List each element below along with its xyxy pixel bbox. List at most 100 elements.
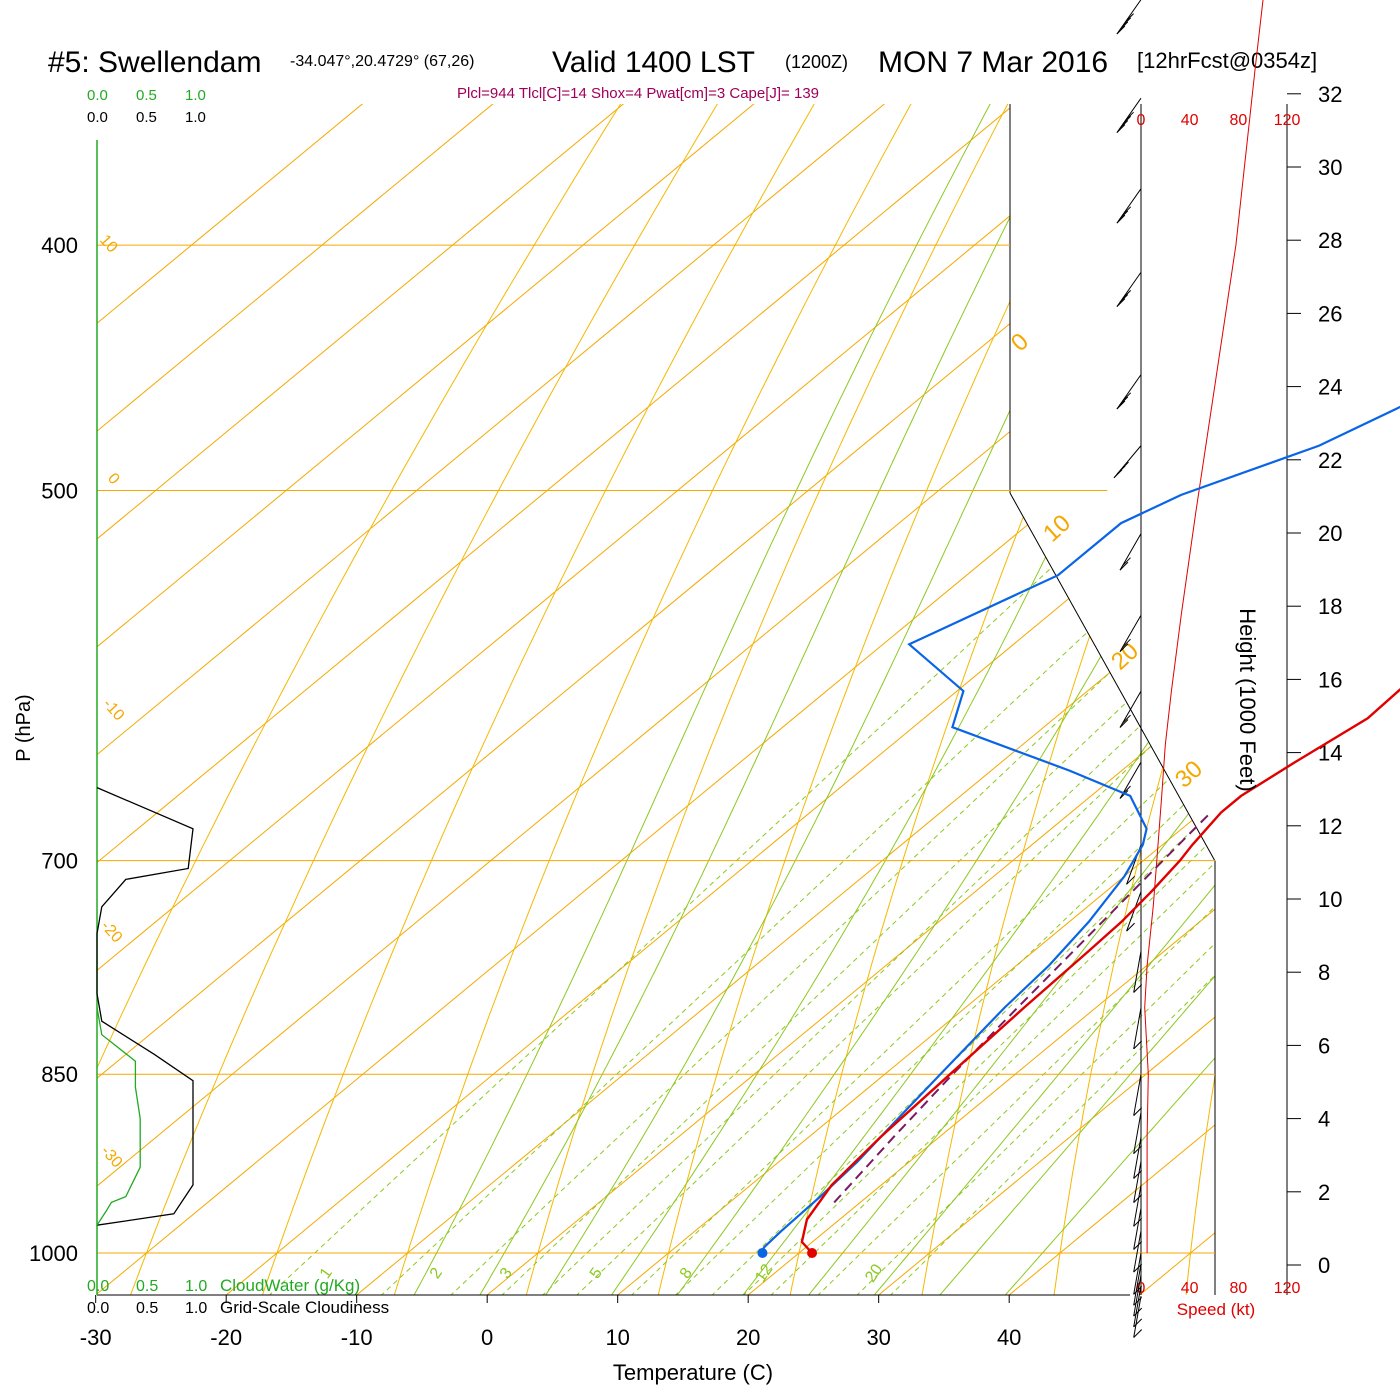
dry-adiabat-line xyxy=(655,104,1215,1295)
moist-adiabat-line xyxy=(407,104,1215,1295)
isotherm-line xyxy=(342,104,1215,1295)
moist-adiabat-line xyxy=(603,104,1215,1295)
isotherm-label-left: -20 xyxy=(97,918,125,947)
cloudiness-scale-bottom: 1.0 xyxy=(185,1300,207,1317)
mixing-ratio-line xyxy=(769,244,1215,1295)
isotherm-line xyxy=(97,104,1215,1295)
mixing-ratio-label: 5 xyxy=(587,1265,606,1282)
wind-barb-feather xyxy=(1122,557,1131,567)
wind-barb-feather xyxy=(1116,400,1126,410)
height-tick-label: 16 xyxy=(1318,667,1342,692)
surface-temperature-point xyxy=(807,1248,818,1258)
moist-adiabat-line xyxy=(798,104,1215,1295)
y2-axis-title: Height (1000 Feet) xyxy=(1235,608,1260,791)
height-tick-label: 32 xyxy=(1318,82,1342,107)
mixing-ratio-line xyxy=(630,244,1215,1295)
speed-tick-bottom: 120 xyxy=(1274,1280,1301,1297)
pressure-axis: 2503004005007008501000 xyxy=(29,233,78,1266)
wind-barb-feather xyxy=(1119,120,1129,129)
wind-barb xyxy=(1133,1184,1142,1227)
height-tick-label: 10 xyxy=(1318,887,1342,912)
wind-barb-feather xyxy=(1125,111,1134,121)
height-tick-label: 8 xyxy=(1318,960,1330,985)
temperature-tick-label: 0 xyxy=(481,1325,493,1350)
wind-barb-feather xyxy=(1116,124,1126,133)
cloudwater-scale-top: 1.0 xyxy=(185,87,206,104)
isotherm-line xyxy=(1125,104,1215,1295)
wind-speed-profile xyxy=(1144,0,1264,1253)
mixing-ratio-line xyxy=(380,244,1215,1295)
wind-barb-feather xyxy=(1122,206,1132,216)
isotherm-line xyxy=(603,104,1215,1295)
wind-barb xyxy=(1133,1112,1142,1154)
dry-adiabat-line xyxy=(97,104,897,1295)
wind-barb-feather xyxy=(1116,298,1126,307)
isotherm-line xyxy=(994,104,1215,1295)
wind-barb-feather xyxy=(1119,294,1129,303)
wind-barb xyxy=(1133,1208,1142,1250)
pressure-tick-label: 850 xyxy=(41,1062,78,1087)
isotherm-label-left: -10 xyxy=(99,696,127,725)
wind-barb-feather xyxy=(1133,1318,1143,1328)
mixing-ratio-line xyxy=(500,244,1215,1295)
thermo-background xyxy=(97,104,1215,1295)
pressure-tick-label: 1000 xyxy=(29,1241,78,1266)
cloudwater-profile xyxy=(96,1007,141,1226)
speed-tick-top: 40 xyxy=(1181,112,1199,129)
isotherm-line xyxy=(97,104,1215,1295)
wind-barb-feather xyxy=(1133,1145,1143,1155)
temperature-tick-label: -20 xyxy=(210,1325,242,1350)
height-tick-label: 30 xyxy=(1318,155,1342,180)
height-tick-label: 2 xyxy=(1318,1180,1330,1205)
speed-tick-top: 80 xyxy=(1229,112,1247,129)
mixing-ratio-line xyxy=(449,244,1215,1295)
wind-barb-feather xyxy=(1119,719,1129,728)
mixing-ratio-labels: 1 2 3 5 8 12 20 xyxy=(317,1261,887,1285)
height-tick-label: 0 xyxy=(1318,1253,1330,1278)
valid-date: MON 7 Mar 2016 xyxy=(878,46,1108,79)
isotherm-line xyxy=(97,104,1215,1295)
wind-barb xyxy=(1133,951,1142,993)
wind-barb-feather xyxy=(1122,290,1132,299)
speed-tick-top: 120 xyxy=(1274,112,1301,129)
wind-panel: 0 0 40 40 80 80 120 120 Speed (kt) xyxy=(1113,0,1301,1338)
wind-barb-feather xyxy=(1119,21,1129,31)
wind-barb xyxy=(1133,1263,1142,1306)
mixing-ratio-line xyxy=(710,244,1215,1295)
dry-adiabat-line xyxy=(1052,104,1215,1295)
isotherm-label: 30 xyxy=(1170,755,1208,793)
isotherm-label-left: 0 xyxy=(104,470,123,488)
dry-adiabat-line xyxy=(1184,104,1215,1295)
surface-dewpoint-point xyxy=(757,1248,768,1258)
isotherm-line xyxy=(97,104,1003,1295)
station-coords: -34.047°,20.4729° (67,26) xyxy=(290,53,474,70)
height-tick-label: 26 xyxy=(1318,301,1342,326)
cloudwater-scale-top: 0.5 xyxy=(136,87,157,104)
wind-barb-feather xyxy=(1116,214,1126,224)
temperature-tick-label: -30 xyxy=(80,1325,112,1350)
cloudiness-scale-top: 0.5 xyxy=(136,109,157,126)
height-tick-label: 14 xyxy=(1318,741,1342,766)
wind-barb xyxy=(1126,891,1142,932)
mixing-ratio-label: 12 xyxy=(752,1261,776,1285)
moist-adiabat-line xyxy=(472,104,1215,1295)
cloudiness-title: Grid-Scale Cloudiness xyxy=(220,1298,389,1317)
valid-time: Valid 1400 LST xyxy=(552,46,755,79)
wind-barb-feather xyxy=(1122,115,1132,125)
isotherm-line xyxy=(864,104,1215,1295)
sounding-profiles xyxy=(757,405,1400,1258)
wind-barb xyxy=(1133,1285,1142,1327)
isotherm-line xyxy=(211,104,1215,1295)
temperature-tick-label: 40 xyxy=(997,1325,1021,1350)
wind-barb-feather xyxy=(1122,17,1132,27)
dewpoint-line xyxy=(761,405,1400,1254)
height-tick-label: 12 xyxy=(1318,814,1342,839)
dry-adiabat-line xyxy=(919,104,1215,1295)
moist-adiabat-line xyxy=(733,104,1215,1295)
moist-adiabat-line xyxy=(668,104,1215,1295)
forecast-label: [12hrFcst@0354z] xyxy=(1137,48,1317,73)
speed-tick-bottom: 40 xyxy=(1181,1280,1199,1297)
mixing-ratio-line xyxy=(575,244,1215,1295)
mixing-ratio-line xyxy=(889,244,1215,1295)
